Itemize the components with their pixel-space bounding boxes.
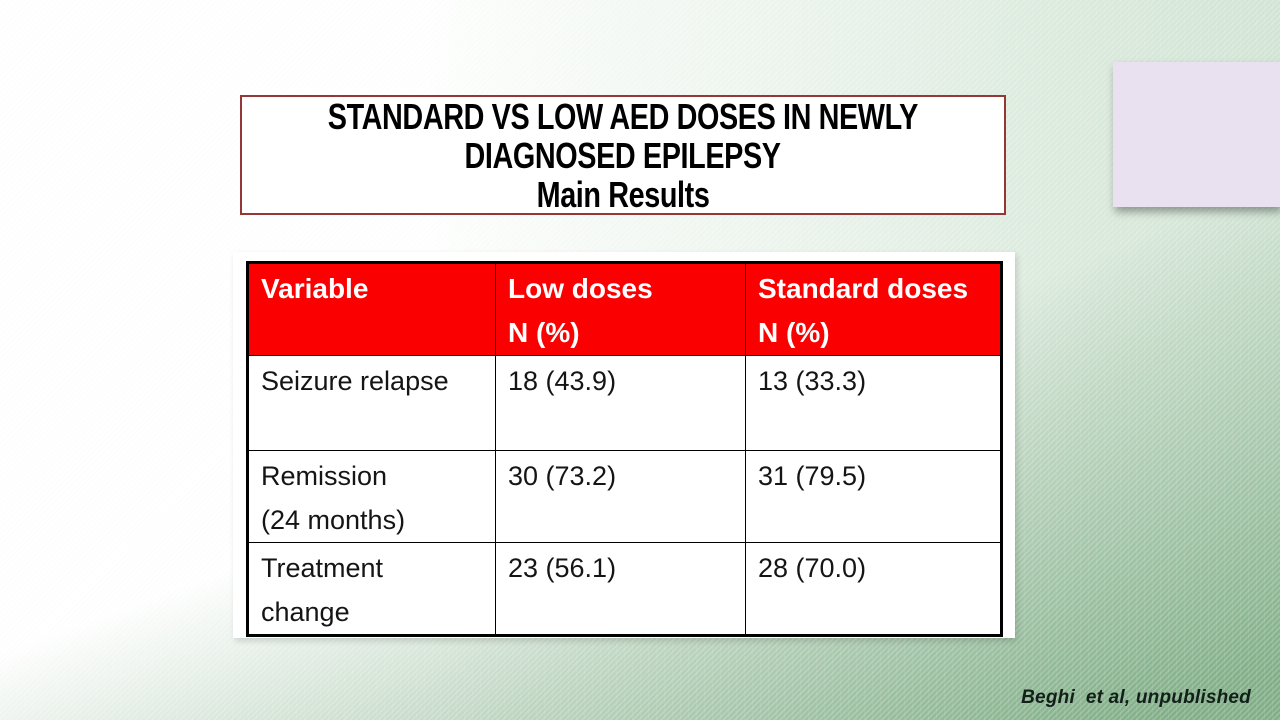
table-header-row: Variable Low doses N (%) Standard doses … [247, 262, 1002, 356]
cell-line: 30 (73.2) [508, 461, 617, 491]
slide-title-text-2: DIAGNOSED EPILEPSY [464, 134, 782, 176]
table-header-cell-variable: Variable [247, 262, 496, 356]
cell-line: (24 months) [261, 505, 406, 535]
corner-note-placeholder [1113, 62, 1280, 207]
cell-line: 31 (79.5) [758, 461, 867, 491]
table-cell: Remission (24 months) [247, 450, 496, 543]
slide-title-line-3: Main Results [242, 175, 1004, 214]
cell-line: Standard doses [758, 273, 969, 304]
table-cell: Treatment change [247, 542, 496, 636]
cell-line: 13 (33.3) [758, 366, 867, 396]
table-cell: 23 (56.1) [495, 542, 746, 636]
table-row-treatment-change: Treatment change 23 (56.1) 28 (70.0) [247, 542, 1002, 636]
cell-line: N (%) [508, 317, 580, 348]
table-cell: Seizure relapse [247, 355, 496, 451]
results-table: Variable Low doses N (%) Standard doses … [246, 261, 1003, 637]
cell-line: Variable [261, 273, 369, 304]
cell-line: 28 (70.0) [758, 553, 867, 583]
table-cell: 30 (73.2) [495, 450, 746, 543]
cell-line: Low doses [508, 273, 653, 304]
cell-line: 23 (56.1) [508, 553, 617, 583]
slide-title-text-3: Main Results [536, 173, 710, 215]
cell-line: N (%) [758, 317, 830, 348]
slide-title-text-1: STANDARD VS LOW AED DOSES IN NEWLY [327, 95, 919, 137]
cell-line: 18 (43.9) [508, 366, 617, 396]
cell-line: change [261, 597, 350, 627]
table-header-cell-standard-doses: Standard doses N (%) [745, 262, 1002, 356]
cell-line: Remission [261, 461, 388, 491]
table-cell: 13 (33.3) [745, 355, 1002, 451]
title-box: STANDARD VS LOW AED DOSES IN NEWLY DIAGN… [240, 95, 1006, 215]
table-backing: Variable Low doses N (%) Standard doses … [233, 252, 1015, 638]
table-row-seizure-relapse: Seizure relapse 18 (43.9) 13 (33.3) [247, 355, 1002, 451]
table-header-cell-low-doses: Low doses N (%) [495, 262, 746, 356]
table-cell: 31 (79.5) [745, 450, 1002, 543]
slide-title-line-1: STANDARD VS LOW AED DOSES IN NEWLY [242, 97, 1004, 136]
table-cell: 18 (43.9) [495, 355, 746, 451]
table-cell: 28 (70.0) [745, 542, 1002, 636]
citation: Beghi et al, unpublished [1021, 687, 1251, 708]
cell-line: Treatment [261, 553, 384, 583]
table-row-remission: Remission (24 months) 30 (73.2) 31 (79.5… [247, 450, 1002, 543]
cell-line: Seizure relapse [261, 366, 449, 396]
slide-title-line-2: DIAGNOSED EPILEPSY [242, 136, 1004, 175]
